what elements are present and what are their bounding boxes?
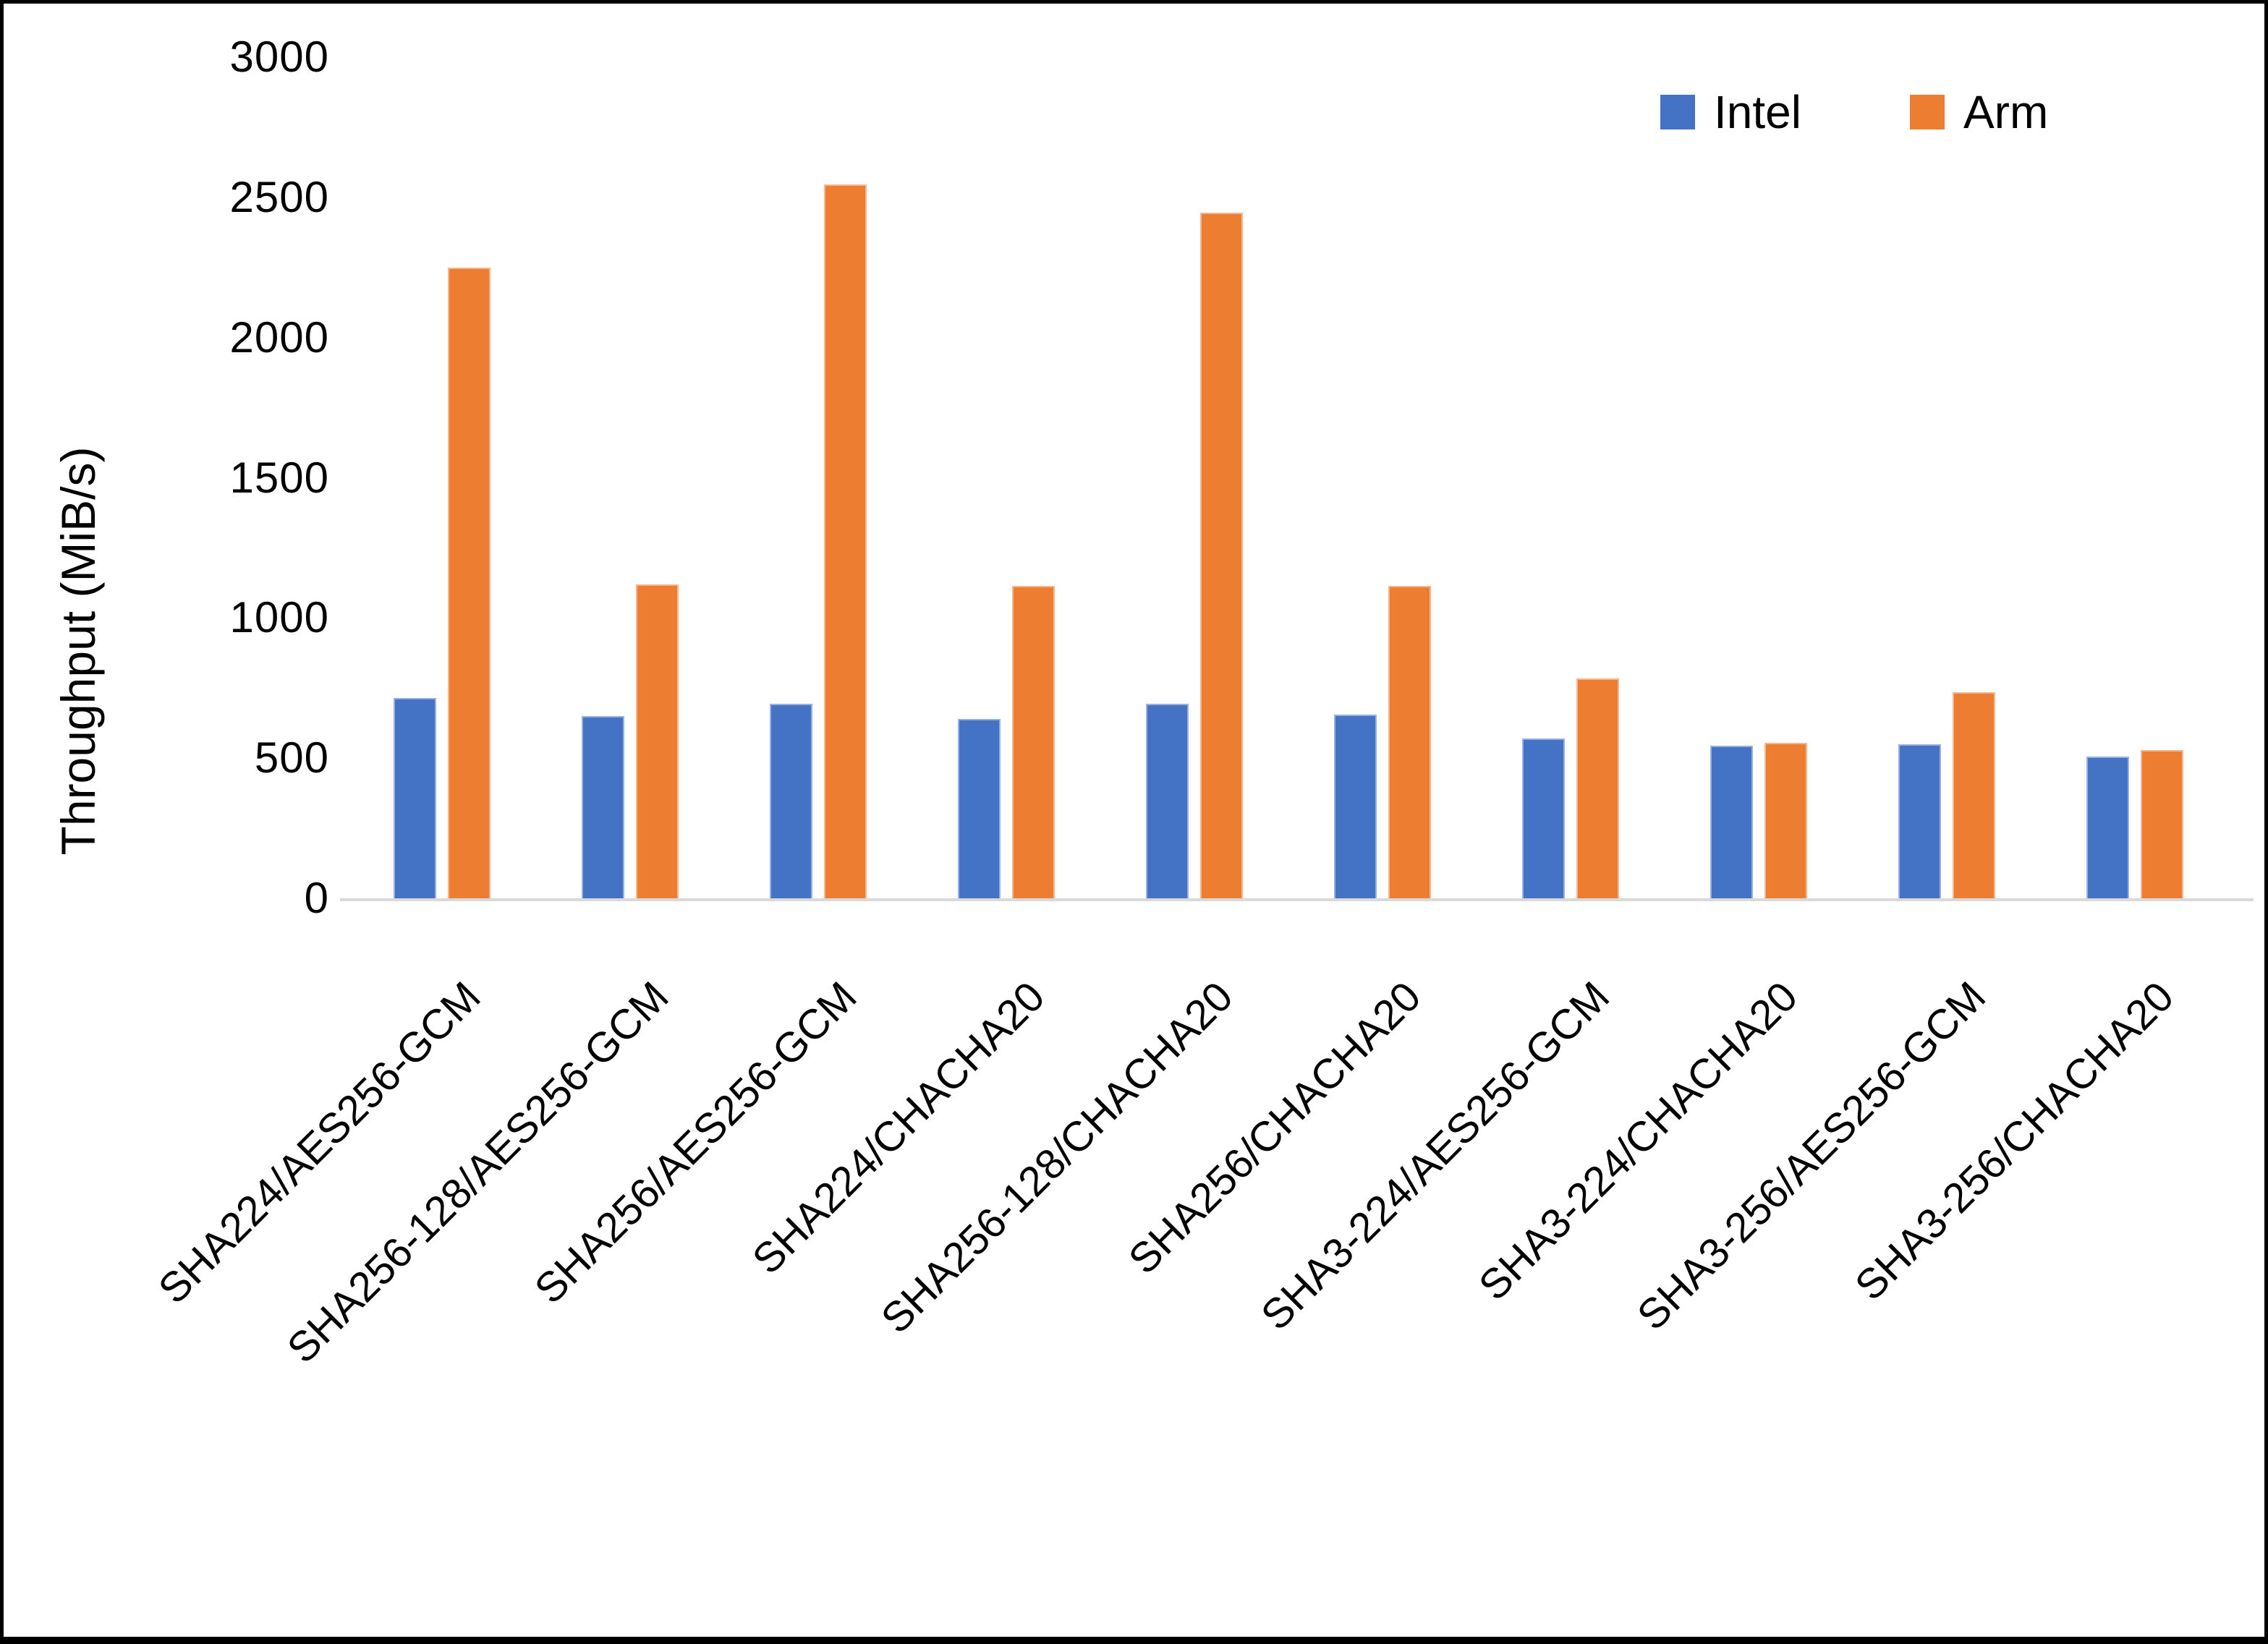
- y-tick-label: 2000: [229, 312, 329, 362]
- category-label: SHA3-224/CHACHA20: [1469, 973, 1806, 1310]
- legend-label-intel: Intel: [1714, 86, 1801, 138]
- legend-item-arm: Arm: [1909, 86, 2049, 138]
- y-tick-label: 500: [254, 733, 329, 783]
- category-label: SHA3-256/CHACHA20: [1846, 973, 2183, 1310]
- intel-bar: [394, 698, 436, 898]
- arm-bar: [448, 268, 490, 898]
- y-tick-label: 1000: [229, 593, 329, 642]
- arm-bar: [1764, 743, 1807, 898]
- arm-bar: [1388, 586, 1431, 898]
- legend-label-arm: Arm: [1963, 86, 2049, 138]
- intel-bar: [582, 716, 624, 898]
- arm-bar: [1953, 692, 1995, 898]
- intel-bar: [1334, 715, 1377, 898]
- x-axis-line: [340, 898, 2254, 901]
- arm-bar: [636, 584, 679, 898]
- intel-series-swatch-icon: [1660, 95, 1695, 129]
- arm-series-swatch-icon: [1909, 95, 1945, 129]
- intel-bar: [1522, 738, 1565, 898]
- arm-bar: [1200, 213, 1243, 898]
- intel-bar: [1710, 746, 1753, 898]
- y-axis-title: Throughput (MiB/s): [51, 446, 105, 856]
- legend: Intel Arm: [1660, 89, 2048, 135]
- intel-bar: [1146, 704, 1189, 898]
- category-label: SHA256-128/AES256-GCM: [278, 973, 678, 1373]
- arm-bar: [1012, 586, 1055, 898]
- category-label: SHA3-256/AES256-GCM: [1628, 973, 1995, 1340]
- legend-item-intel: Intel: [1660, 89, 1801, 135]
- arm-bar: [2141, 750, 2183, 898]
- y-tick-label: 0: [304, 874, 329, 922]
- y-tick-label: 3000: [229, 33, 329, 81]
- intel-bar: [958, 719, 1001, 898]
- y-tick-label: 2500: [229, 172, 329, 221]
- intel-bar: [770, 704, 812, 898]
- category-label: SHA256-128/CHACHA20: [872, 973, 1242, 1342]
- arm-bar: [824, 184, 867, 898]
- category-label: SHA224/AES256-GCM: [150, 973, 490, 1313]
- category-label: SHA3-224/AES256-GCM: [1252, 973, 1618, 1340]
- arm-bar: [1576, 678, 1619, 898]
- intel-bar: [1898, 744, 1941, 898]
- intel-bar: [2086, 757, 2129, 898]
- category-label: SHA256/AES256-GCM: [526, 973, 866, 1313]
- y-tick-label: 1500: [229, 453, 329, 502]
